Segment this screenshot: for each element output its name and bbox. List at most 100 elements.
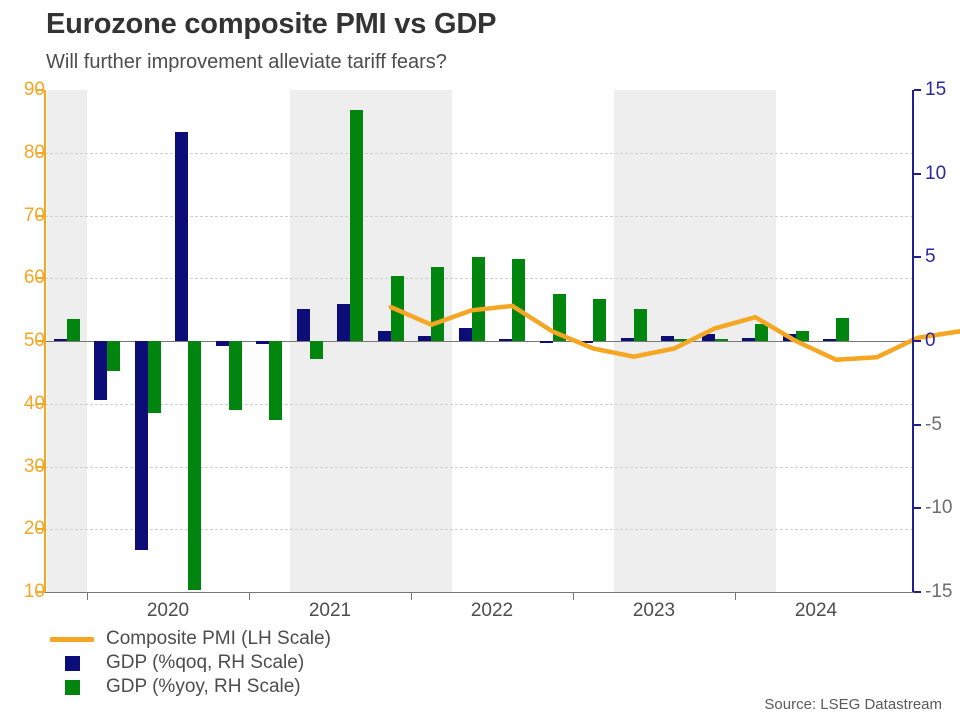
bar-yoy — [836, 317, 850, 341]
gridline — [45, 152, 913, 154]
right-axis-tick — [914, 591, 921, 593]
bar-yoy — [552, 294, 566, 341]
bar-yoy — [107, 341, 121, 372]
bar-qoq — [580, 341, 594, 343]
bar-qoq — [53, 339, 67, 341]
right-axis-tick-label: -5 — [925, 413, 942, 435]
x-axis-tick-label: 2022 — [470, 600, 514, 621]
right-axis-tick-label: -15 — [925, 581, 953, 602]
right-axis-tick — [914, 340, 921, 342]
bottom-axis — [45, 592, 914, 593]
left-axis-tick — [37, 277, 44, 280]
right-axis-tick-label: 15 — [925, 79, 947, 100]
bar-qoq — [134, 341, 148, 551]
x-axis-tick-label: 2023 — [632, 600, 676, 621]
left-axis-tick-label: 90 — [23, 79, 45, 100]
left-axis-tick — [37, 151, 44, 154]
x-axis-tick-label: 2020 — [146, 600, 190, 621]
left-axis-tick-label: 40 — [23, 392, 45, 414]
left-axis-tick — [37, 528, 44, 531]
x-axis-tick — [249, 592, 250, 600]
bar-yoy — [512, 259, 526, 341]
bar-yoy — [147, 341, 161, 413]
bar-qoq — [296, 309, 310, 341]
bar-yoy — [714, 339, 728, 341]
legend-item-gdp-qoq: GDP (%qoq, RH Scale) — [50, 652, 331, 674]
bar-qoq — [175, 131, 189, 341]
x-axis-tick — [573, 592, 574, 600]
left-axis-tick-label: 10 — [23, 581, 45, 602]
left-axis-tick — [37, 465, 44, 468]
x-axis-tick-label: 2021 — [308, 600, 352, 621]
legend-label-gdp-yoy: GDP (%yoy, RH Scale) — [106, 676, 301, 697]
legend-square-marker-navy — [50, 655, 94, 671]
gridline — [45, 403, 913, 405]
bar-qoq — [418, 335, 432, 341]
left-axis-tick — [37, 340, 44, 342]
legend-label-pmi: Composite PMI (LH Scale) — [106, 628, 331, 649]
bar-yoy — [674, 339, 688, 341]
gridline — [45, 466, 913, 468]
right-axis-tick-label: 5 — [925, 246, 936, 268]
left-axis-tick — [37, 89, 44, 91]
bar-yoy — [593, 299, 607, 341]
bar-yoy — [795, 330, 809, 341]
bar-qoq — [823, 339, 837, 341]
bar-yoy — [633, 309, 647, 341]
left-axis-tick-label: 50 — [23, 330, 45, 351]
source-attribution: Source: LSEG Datastream — [764, 696, 942, 713]
left-axis-tick — [37, 402, 44, 405]
left-axis-tick — [37, 214, 44, 217]
bar-qoq — [337, 304, 351, 341]
left-axis-tick-label: 70 — [23, 204, 45, 226]
page-title: Eurozone composite PMI vs GDP — [46, 8, 497, 40]
chart-subtitle: Will further improvement alleviate tarif… — [46, 51, 447, 73]
bar-qoq — [377, 330, 391, 341]
pmi-line-path — [388, 303, 960, 363]
gridline — [45, 529, 913, 531]
bar-yoy — [228, 341, 242, 410]
left-axis — [44, 90, 46, 593]
gridline — [45, 215, 913, 217]
bar-qoq — [94, 341, 108, 400]
bar-yoy — [309, 341, 323, 360]
left-axis-tick-label: 30 — [23, 455, 45, 477]
left-axis-tick — [37, 591, 44, 593]
bar-qoq — [742, 337, 756, 341]
right-axis-tick — [914, 507, 921, 510]
bar-qoq — [661, 335, 675, 341]
bar-yoy — [350, 110, 364, 341]
zero-line — [45, 341, 913, 342]
bar-qoq — [701, 334, 715, 341]
plot-area — [45, 90, 960, 592]
legend-label-gdp-qoq: GDP (%qoq, RH Scale) — [106, 652, 305, 673]
pmi-line-series — [388, 303, 960, 363]
bar-yoy — [188, 341, 202, 591]
right-axis — [912, 90, 914, 593]
right-axis-tick-label: 0 — [925, 330, 936, 351]
right-axis-tick-label: -10 — [925, 497, 953, 519]
x-axis-tick-label: 2024 — [794, 600, 838, 621]
bar-qoq — [215, 341, 229, 347]
bar-qoq — [458, 327, 472, 341]
bar-qoq — [620, 337, 634, 341]
x-axis-tick — [735, 592, 736, 600]
right-axis-tick — [914, 172, 921, 175]
right-axis-tick — [914, 89, 921, 91]
left-axis-tick-label: 20 — [23, 518, 45, 540]
legend-item-pmi: Composite PMI (LH Scale) — [50, 628, 331, 650]
chart-legend: Composite PMI (LH Scale) GDP (%qoq, RH S… — [50, 628, 331, 700]
right-axis-tick — [914, 256, 921, 259]
bar-qoq — [539, 341, 553, 343]
left-axis-tick-label: 60 — [23, 267, 45, 289]
legend-square-marker-green — [50, 679, 94, 695]
legend-line-marker — [50, 636, 94, 642]
bar-qoq — [256, 341, 270, 345]
legend-item-gdp-yoy: GDP (%yoy, RH Scale) — [50, 676, 331, 698]
x-axis-tick — [87, 592, 88, 600]
right-axis-tick-label: 10 — [925, 162, 947, 184]
bar-yoy — [755, 324, 769, 341]
right-axis-tick — [914, 423, 921, 426]
bar-qoq — [499, 339, 513, 341]
